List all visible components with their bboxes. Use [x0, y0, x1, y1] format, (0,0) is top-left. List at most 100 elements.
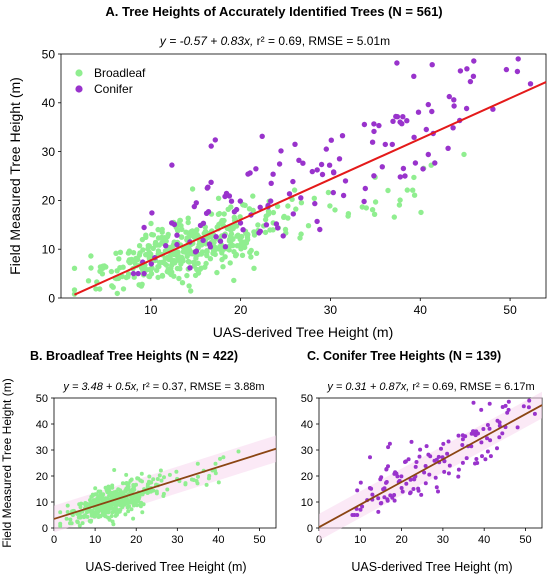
broadleaf-point [118, 488, 123, 493]
broadleaf-point [162, 260, 168, 267]
conifer-point [429, 61, 435, 68]
broadleaf-point [125, 505, 130, 510]
broadleaf-point [129, 489, 134, 494]
y-tick-label: 50 [36, 393, 48, 405]
conifer-point [399, 474, 404, 479]
conifer-point [412, 160, 419, 166]
conifer-point [339, 133, 346, 139]
broadleaf-point [130, 250, 137, 256]
conifer-point [278, 148, 284, 154]
conifer-point [328, 137, 334, 143]
broadleaf-point [149, 489, 153, 494]
conifer-point [425, 101, 431, 108]
conifer-point [376, 509, 381, 514]
broadleaf-point [228, 231, 235, 237]
broadleaf-point [245, 231, 251, 238]
y-tick-label: 0 [48, 291, 55, 305]
panel-a-legend: Broadleaf Conifer [75, 66, 146, 96]
conifer-point [171, 221, 178, 228]
panel-a-title: A. Tree Heights of Accurately Identified… [105, 4, 442, 19]
broadleaf-point [185, 219, 191, 226]
y-tick-label: 20 [42, 194, 56, 208]
conifer-point [358, 507, 363, 512]
broadleaf-point [369, 207, 376, 213]
conifer-point [318, 161, 325, 168]
y-tick-label: 30 [42, 145, 56, 159]
broadleaf-point [155, 274, 161, 281]
conifer-point [476, 431, 480, 436]
broadleaf-point [159, 478, 164, 483]
conifer-point [317, 226, 323, 233]
broadleaf-point [155, 264, 161, 270]
panel-a-fit [74, 81, 547, 296]
broadleaf-point [146, 273, 152, 279]
conifer-point [191, 203, 197, 210]
broadleaf-point [154, 242, 160, 248]
panel-a-eq-fit: y = -0.57 + 0.83x, [159, 34, 253, 48]
conifer-point [213, 234, 219, 240]
conifer-point [433, 475, 438, 480]
broadleaf-point [411, 192, 418, 198]
conifer-point [480, 454, 484, 459]
panel-a-eq-r2: r² = 0.69, [257, 34, 305, 48]
conifer-point [395, 474, 400, 479]
broadleaf-point [291, 187, 298, 193]
broadleaf-point [125, 501, 130, 506]
broadleaf-point [81, 515, 86, 520]
broadleaf-point [89, 518, 94, 523]
broadleaf-point [80, 521, 85, 526]
conifer-point [223, 190, 230, 197]
broadleaf-point [124, 481, 129, 485]
conifer-point [400, 114, 406, 120]
panel-a-points [71, 56, 534, 297]
broadleaf-point [114, 290, 121, 297]
broadleaf-point [184, 272, 190, 279]
broadleaf-point [85, 514, 90, 519]
y-tick-label: 20 [301, 471, 313, 483]
y-tick-label: 40 [301, 419, 313, 431]
broadleaf-point [115, 275, 122, 281]
x-tick-label: 50 [519, 534, 531, 546]
conifer-point [497, 420, 502, 425]
panel-a-x-label: UAS-derived Tree Height (m) [213, 324, 394, 340]
legend-broadleaf-label: Broadleaf [94, 66, 146, 80]
broadleaf-point [161, 494, 166, 498]
broadleaf-point [219, 250, 225, 256]
conifer-point [442, 469, 447, 474]
broadleaf-point [186, 246, 193, 253]
broadleaf-point [97, 286, 103, 292]
x-tick-label: 40 [478, 534, 490, 546]
broadleaf-point [178, 234, 185, 240]
conifer-point [436, 489, 440, 494]
broadleaf-point [131, 503, 136, 508]
y-tick-label: 10 [36, 497, 48, 509]
conifer-point [423, 126, 429, 133]
conifer-point [371, 173, 377, 179]
conifer-point [222, 244, 229, 250]
broadleaf-point [129, 507, 134, 512]
broadleaf-point [143, 232, 149, 238]
conifer-point [412, 477, 417, 482]
y-tick-label: 0 [42, 523, 48, 535]
conifer-point [130, 270, 137, 277]
broadleaf-point [255, 222, 261, 228]
conifer-point [342, 178, 349, 184]
broadleaf-point [135, 256, 141, 263]
conifer-point [446, 439, 451, 444]
y-tick-label: 30 [36, 445, 48, 457]
broadleaf-point [195, 260, 201, 266]
broadleaf-point [174, 469, 179, 474]
broadleaf-point [58, 521, 63, 526]
broadleaf-point [237, 236, 243, 243]
x-tick-label: 10 [354, 534, 366, 546]
legend-conifer-marker [75, 85, 83, 93]
broadleaf-point [180, 249, 187, 255]
broadleaf-point [171, 251, 177, 258]
panel-c-eq-r2: r² = 0.69, [412, 381, 456, 393]
conifer-point [141, 224, 147, 231]
y-tick-label: 20 [36, 471, 48, 483]
broadleaf-point [145, 491, 150, 495]
conifer-point [205, 184, 211, 190]
x-tick-label: 10 [144, 303, 158, 317]
broadleaf-point [101, 505, 106, 510]
